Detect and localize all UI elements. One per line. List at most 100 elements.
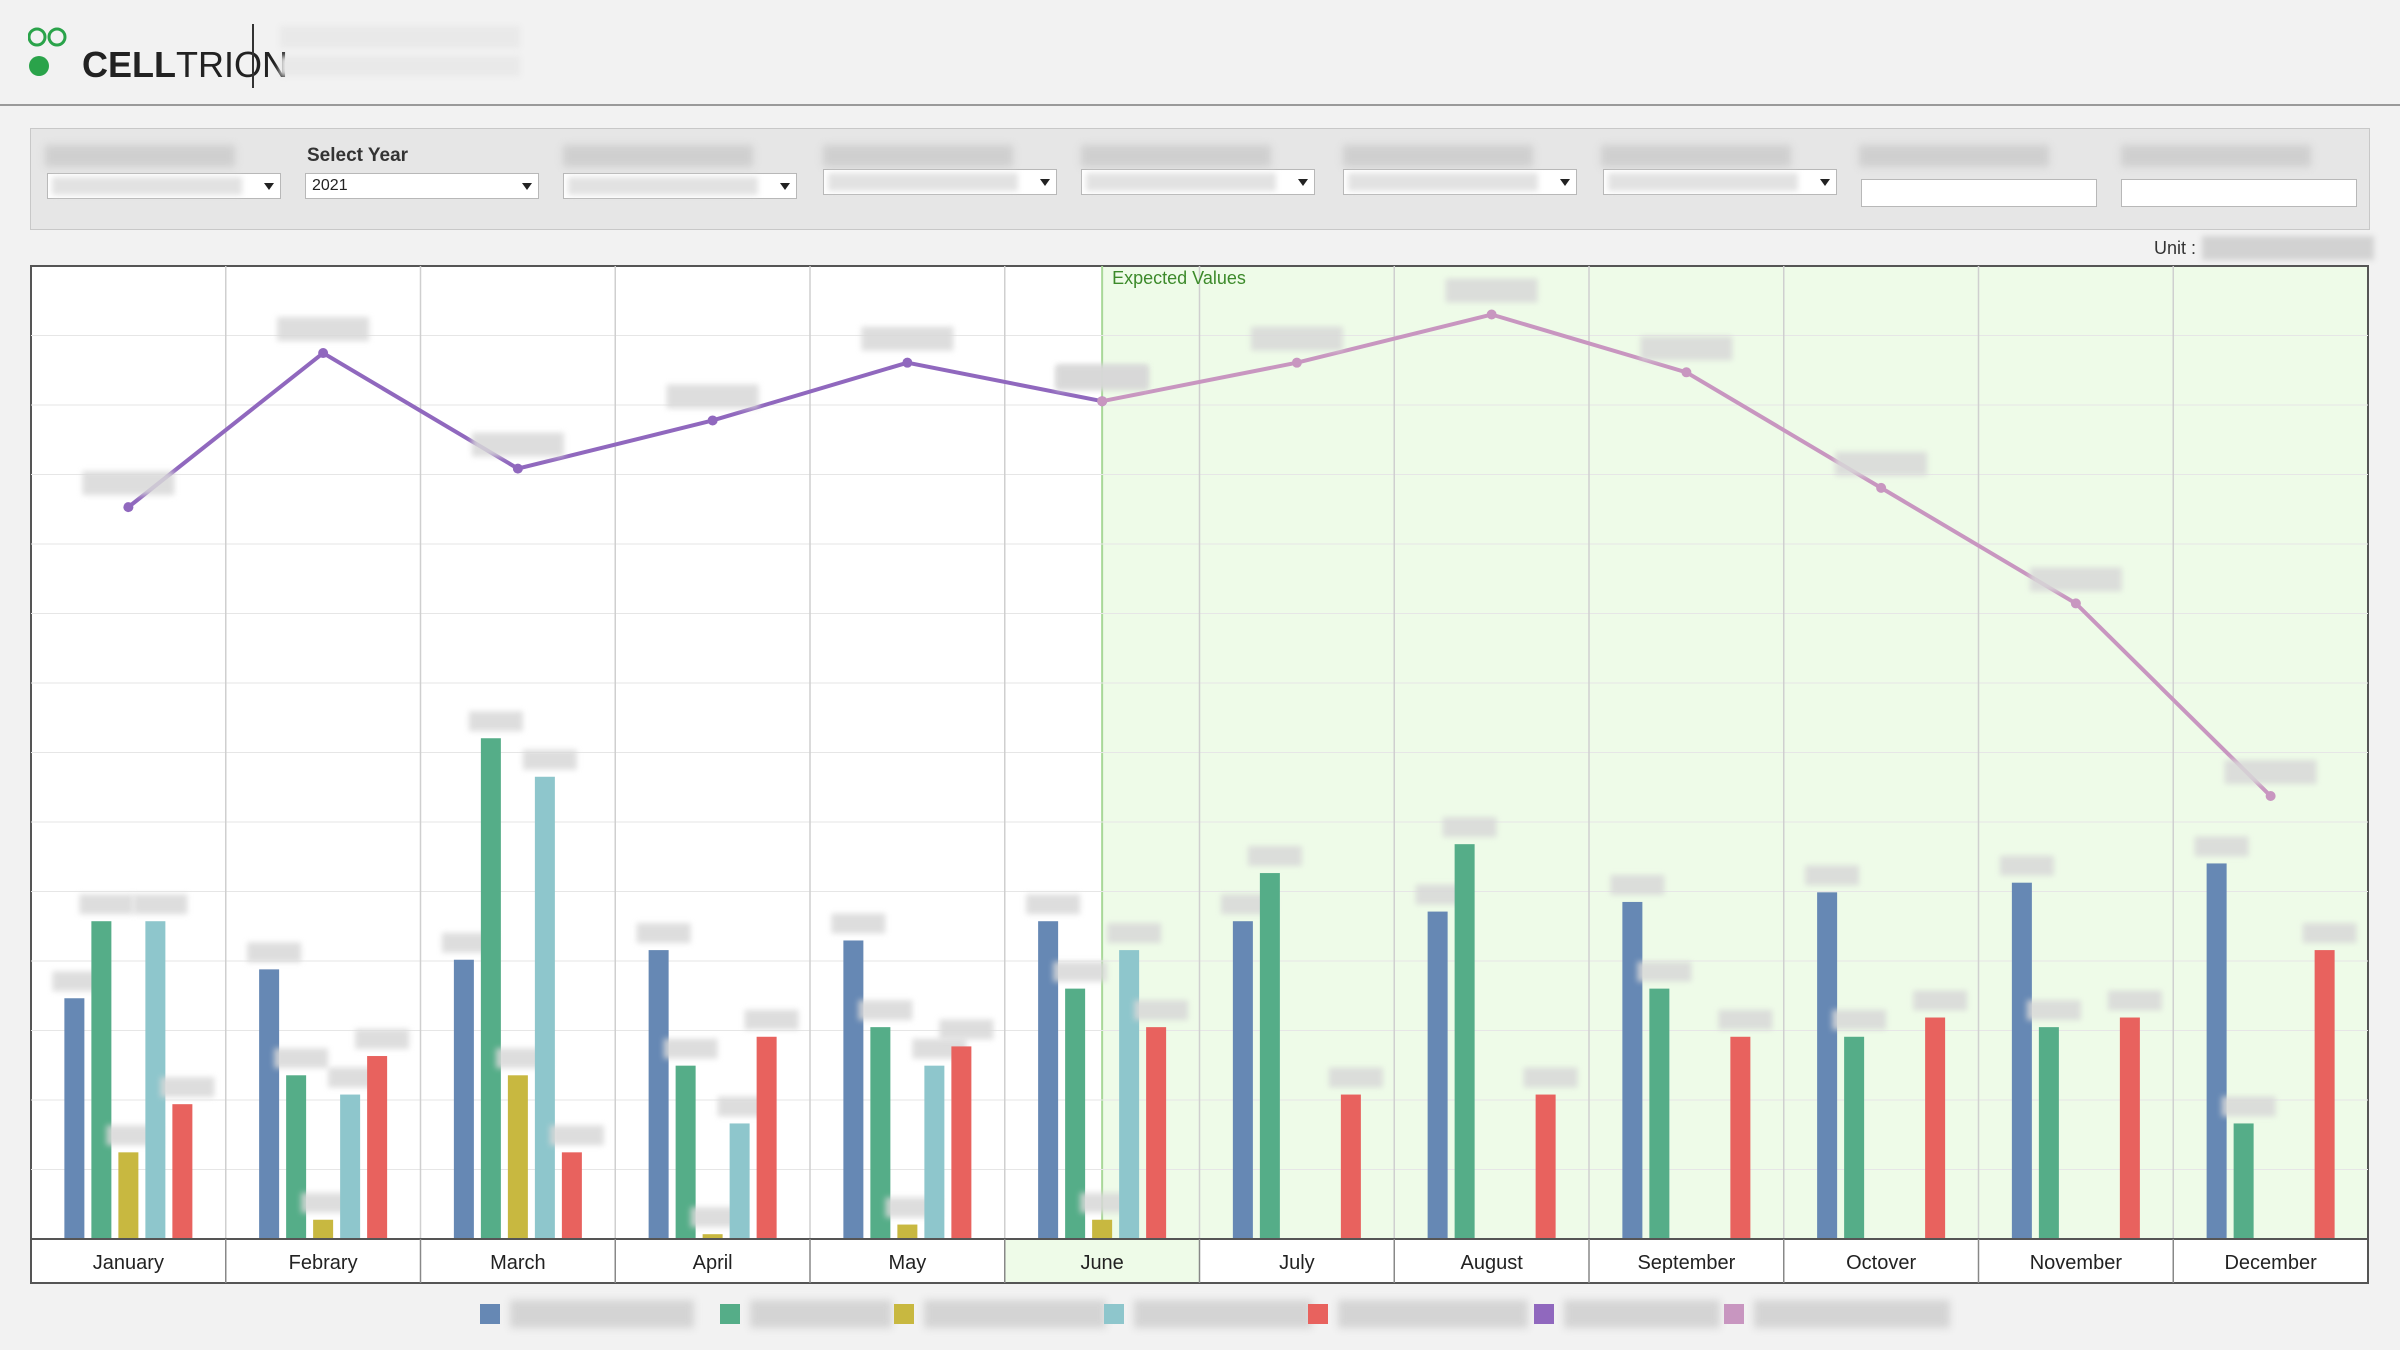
bar [843,940,864,1239]
filter-7 [1601,145,1837,167]
dropdown-arrow-icon [1298,179,1308,186]
bar [286,1075,307,1239]
bar [2119,1017,2140,1239]
bar-value-label-redacted [247,942,302,963]
filter-1-select[interactable] [47,173,281,199]
bar [1622,901,1643,1239]
bar-value-label-redacted [1107,923,1162,944]
bar [561,1152,582,1239]
bar [1092,1219,1113,1239]
bar-value-label-redacted [1026,894,1081,915]
filter-4-select[interactable] [823,169,1057,195]
legend-label-redacted [924,1300,1106,1328]
line-value-label-redacted [82,471,175,496]
bar [1427,911,1448,1239]
bar [118,1152,139,1239]
filter-3-select[interactable] [563,173,797,199]
bar [1454,844,1475,1239]
legend-label-redacted [1134,1300,1312,1328]
bar [1146,1027,1167,1239]
line-value-label-redacted [2224,760,2317,785]
line-series [127,350,1103,509]
year-select-value: 2021 [312,177,348,194]
bar-value-label-redacted [1913,990,1968,1011]
bar [2233,1123,2254,1239]
bar-value-label-redacted [1805,865,1860,886]
dropdown-arrow-icon [780,183,790,190]
bar [1925,1017,1946,1239]
bar [951,1046,972,1239]
bar-value-label-redacted [522,749,577,770]
line-point [318,348,329,359]
filter-5-select[interactable] [1081,169,1315,195]
bar-value-label-redacted [355,1029,410,1050]
bar [1038,921,1059,1239]
category-tick-label: December [2224,1252,2317,1274]
bar-value-label-redacted [744,1009,799,1030]
filter-year-label: Select Year [307,145,409,166]
bar [453,959,474,1239]
filter-8-textbox[interactable] [1861,179,2097,207]
filter-label-redacted [1081,145,1271,167]
category-tick-label: Octover [1846,1252,1916,1274]
unit-value-redacted [2202,236,2374,260]
bar-value-label-redacted [133,894,188,915]
dropdown-arrow-icon [1820,179,1830,186]
bar [507,1075,528,1239]
bar [729,1123,750,1239]
logo-circles-icon [28,27,67,76]
filter-9-textbox[interactable] [2121,179,2357,207]
filter-label-redacted [1343,145,1533,167]
bar [480,738,501,1239]
filter-label-redacted [2121,145,2311,167]
legend-swatch [720,1304,740,1324]
bar-value-label-redacted [2107,990,2162,1011]
bar-value-label-redacted [2194,836,2249,857]
filter-7-select[interactable] [1603,169,1837,195]
category-axis-highlight [1004,1240,1200,1282]
line-point [1097,396,1108,407]
chart-legend [0,1298,2400,1332]
filter-label-redacted [823,145,1013,167]
bar [675,1065,696,1239]
bar [924,1065,945,1239]
bar-value-label-redacted [1053,961,1108,982]
bar [702,1234,723,1239]
year-select[interactable]: 2021 [305,173,539,199]
bar [1232,921,1253,1239]
bar-value-label-redacted [636,923,691,944]
line-point [1291,357,1302,368]
celltrion-logo[interactable]: CELLTRION [28,26,288,85]
line-value-label-redacted [2029,567,2122,592]
line-value-label-redacted [666,384,759,409]
category-tick-label: January [93,1252,164,1274]
filter-9 [2121,145,2357,167]
category-tick-label: September [1637,1252,1735,1274]
bar [1844,1036,1865,1239]
header-bar: CELLTRION [0,0,2400,106]
category-tick-label: July [1279,1252,1315,1274]
bar-value-label-redacted [663,1038,718,1059]
line-point [1681,367,1692,378]
header-subtitle-redacted [280,26,520,48]
bar-value-label-redacted [549,1125,604,1146]
bar [367,1056,388,1239]
bar [1340,1094,1361,1239]
bar-value-label-redacted [1523,1067,1578,1088]
bar-value-label-redacted [1999,855,2054,876]
bar-value-label-redacted [1328,1067,1383,1088]
line-value-label-redacted [1056,365,1149,390]
filter-6-select[interactable] [1343,169,1577,195]
legend-label-redacted [1754,1300,1950,1328]
bar [1535,1094,1556,1239]
filter-label-redacted [45,145,235,167]
logo-wordmark: CELLTRION [82,44,288,85]
filter-1 [45,145,281,167]
bar [897,1224,918,1239]
line-point [707,415,718,426]
bar-value-label-redacted [1134,1000,1189,1021]
bar [1119,950,1140,1239]
bar-value-label-redacted [2221,1096,2276,1117]
bar-value-label-redacted [468,711,523,732]
line-point [1486,309,1497,320]
